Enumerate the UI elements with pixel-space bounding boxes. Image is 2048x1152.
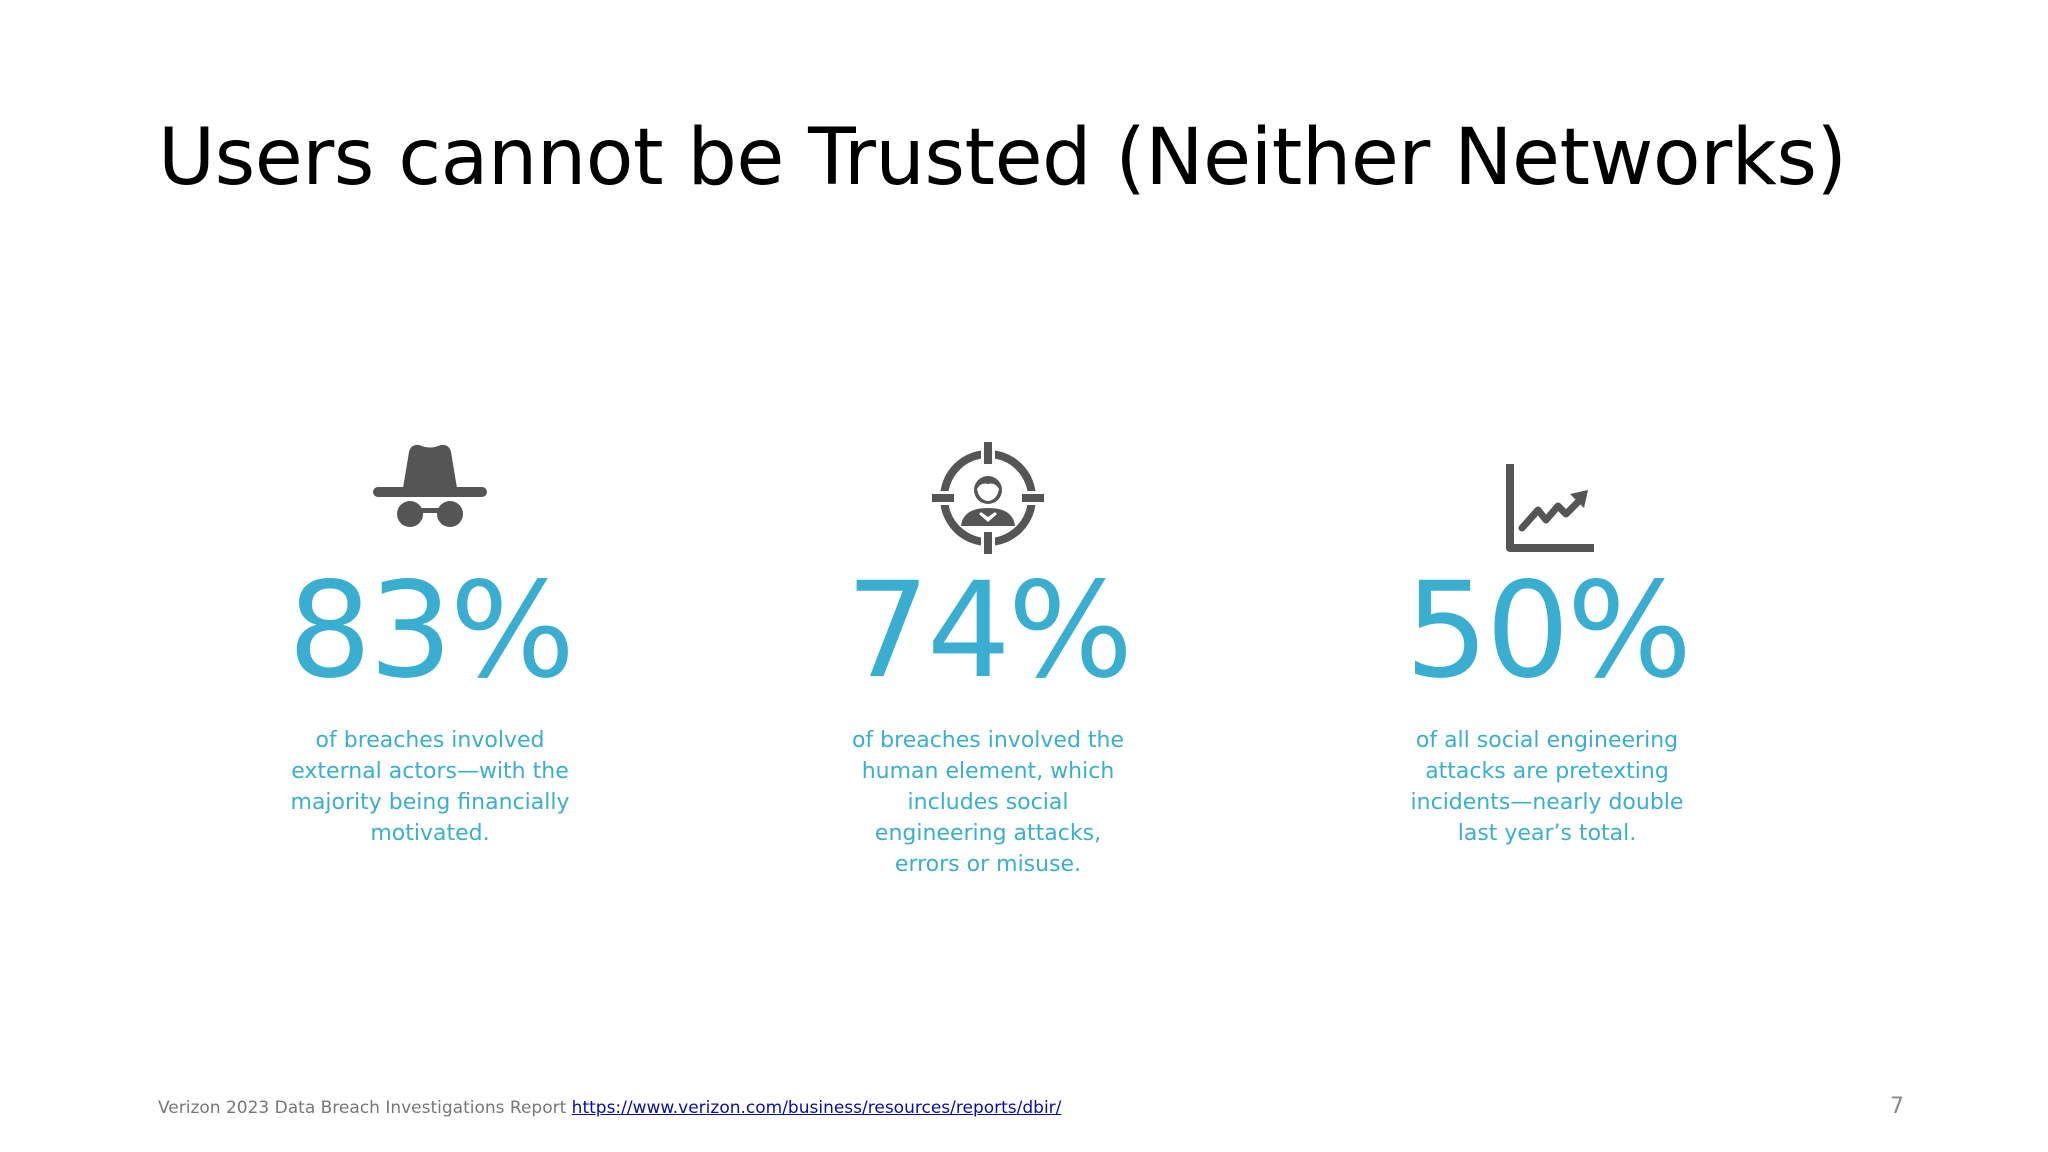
line-chart-up-icon	[1506, 464, 1594, 552]
stat-value: 83%	[287, 554, 575, 708]
stat-card-pretexting: 50% of all social engineering attacks ar…	[1357, 430, 1737, 849]
target-user-icon	[932, 442, 1044, 554]
stat-value: 74%	[845, 554, 1133, 708]
source-text: Verizon 2023 Data Breach Investigations …	[158, 1098, 572, 1118]
slide-title: Users cannot be Trusted (Neither Network…	[158, 113, 1847, 203]
source-citation: Verizon 2023 Data Breach Investigations …	[158, 1098, 1061, 1118]
stat-description: of breaches involved the human element, …	[851, 728, 1125, 877]
spy-hat-glasses-icon	[373, 444, 487, 527]
stat-value: 50%	[1404, 554, 1692, 708]
stat-description: of breaches involved external actors—wit…	[290, 728, 570, 846]
source-link[interactable]: https://www.verizon.com/business/resourc…	[571, 1098, 1062, 1118]
stat-card-human-element: 74% of breaches involved the human eleme…	[798, 430, 1178, 880]
page-number: 7	[1890, 1094, 1904, 1119]
stat-description: of all social engineering attacks are pr…	[1410, 728, 1684, 846]
stat-card-external-actors: 83% of breaches involved external actors…	[240, 430, 620, 849]
